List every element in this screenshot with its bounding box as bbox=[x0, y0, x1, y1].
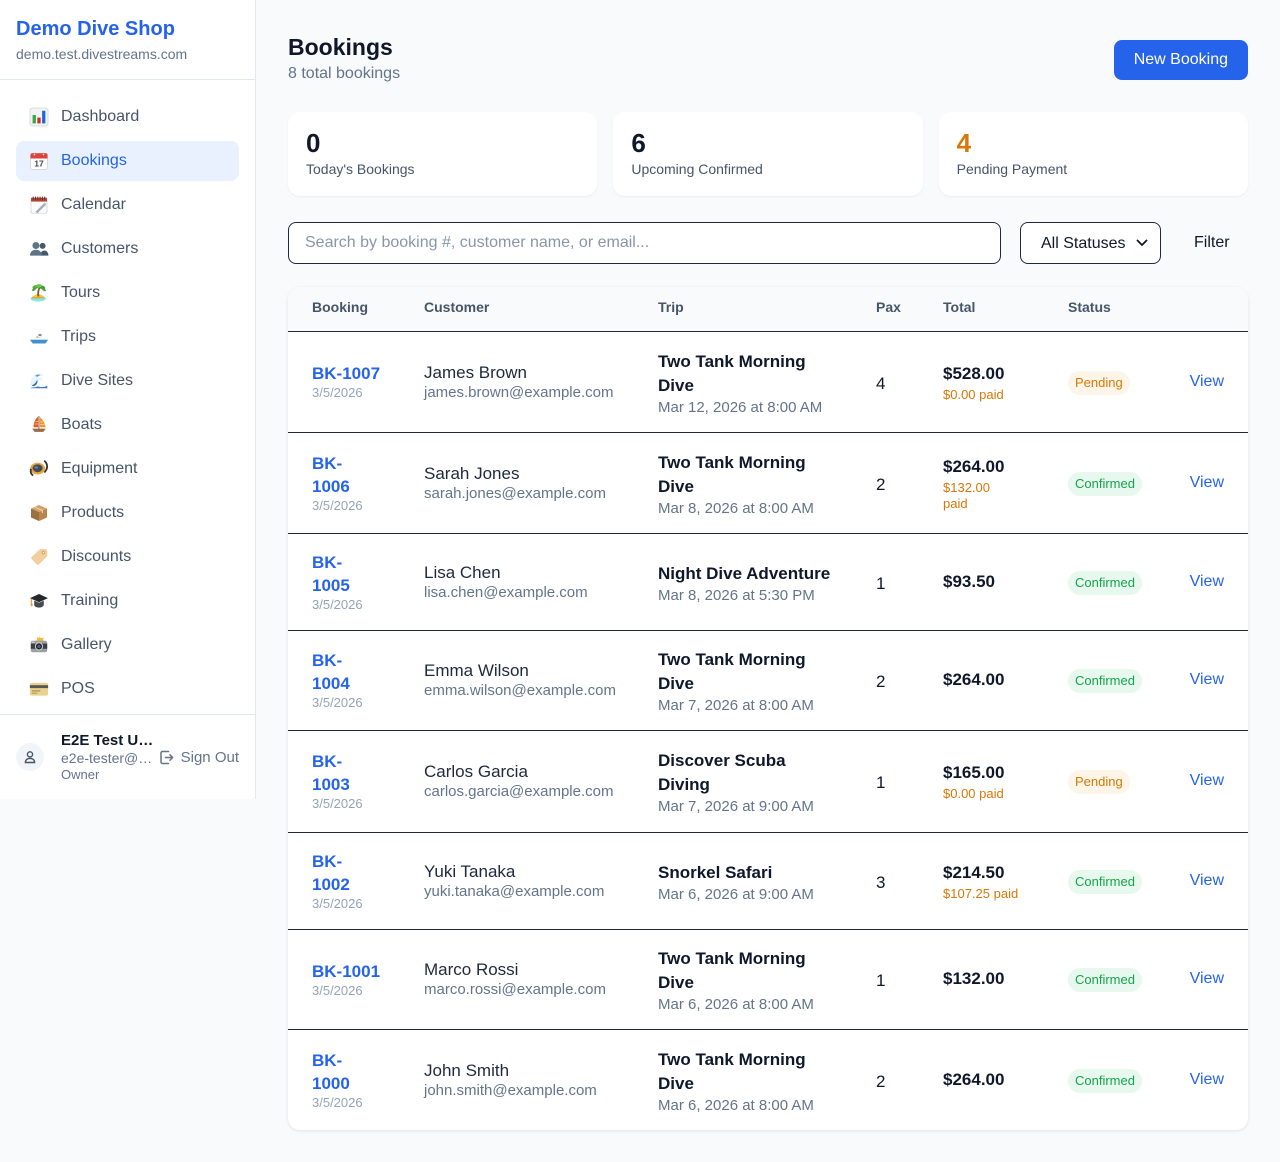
svg-text:17: 17 bbox=[34, 159, 44, 169]
